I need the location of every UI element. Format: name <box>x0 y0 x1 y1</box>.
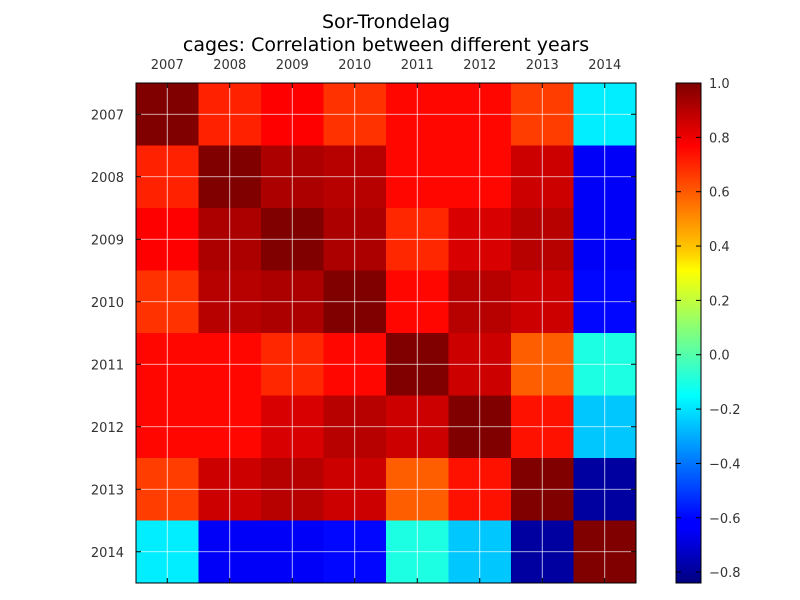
chart-title: Sor-Trondelag <box>322 11 450 33</box>
colorbar-tick-label: 0.8 <box>709 131 730 146</box>
plot-frame <box>135 82 637 584</box>
y-tick-label: 2013 <box>91 483 124 498</box>
colorbar-tick-label: 1.0 <box>709 77 730 92</box>
y-tick-label: 2008 <box>91 171 124 186</box>
x-tick-label: 2014 <box>588 58 621 73</box>
colorbar-tick-label: −0.8 <box>709 566 741 581</box>
x-tick-label: 2007 <box>151 58 184 73</box>
colorbar-tick-label: −0.4 <box>709 457 741 472</box>
colorbar-tick-label: 0.2 <box>709 294 730 309</box>
y-tick-label: 2010 <box>91 296 124 311</box>
x-tick-label: 2011 <box>401 58 434 73</box>
x-tick-labels: 2007 2008 2009 2010 2011 2012 2013 2014 <box>151 58 622 73</box>
chart-subtitle: cages: Correlation between different yea… <box>183 34 589 56</box>
colorbar <box>675 82 702 584</box>
y-tick-label: 2007 <box>91 108 124 123</box>
heatmap-cells <box>136 83 637 584</box>
x-tick-label: 2010 <box>338 58 371 73</box>
x-tick-label: 2012 <box>463 58 496 73</box>
y-tick-label: 2009 <box>91 233 124 248</box>
x-tick-label: 2013 <box>526 58 559 73</box>
y-tick-label: 2011 <box>91 358 124 373</box>
y-tick-label: 2014 <box>91 546 124 561</box>
x-tick-label: 2008 <box>213 58 246 73</box>
colorbar-tick-label: 0.6 <box>709 186 730 201</box>
colorbar-tick-label: 0.4 <box>709 240 730 255</box>
colorbar-ticks: 1.0 0.8 0.6 0.4 0.2 0.0 −0.2 −0.4 −0.6 −0.8 <box>676 77 741 581</box>
colorbar-tick-label: −0.2 <box>709 403 741 418</box>
y-tick-labels: 2007 2008 2009 2010 2011 2012 2013 2014 <box>91 108 124 561</box>
y-tick-label: 2012 <box>91 421 124 436</box>
x-tick-label: 2009 <box>276 58 309 73</box>
grid-lines <box>136 83 636 583</box>
colorbar-tick-label: −0.6 <box>709 512 741 527</box>
colorbar-tick-label: 0.0 <box>709 349 730 364</box>
